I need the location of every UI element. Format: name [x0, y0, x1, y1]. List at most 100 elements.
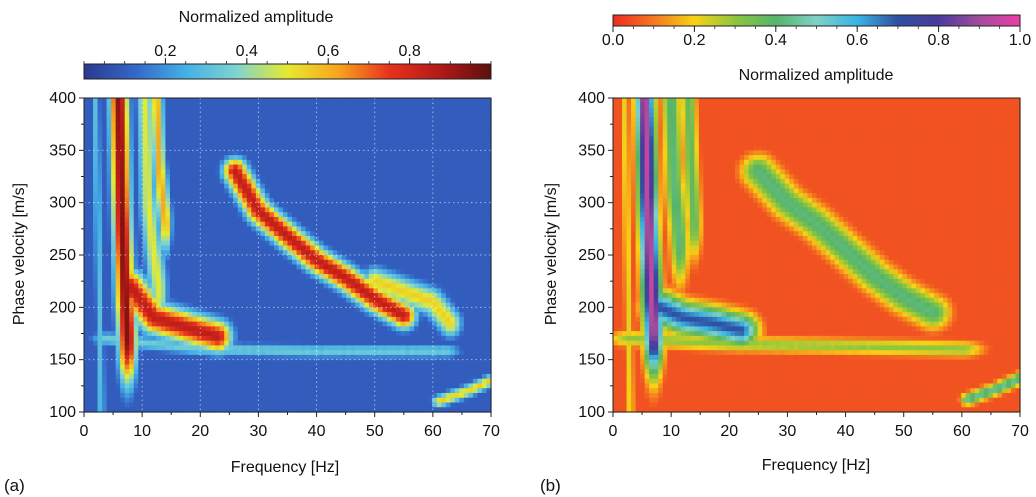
heatmap-cell — [165, 145, 171, 151]
heatmap-cell — [120, 373, 126, 380]
heatmap-cell — [350, 407, 356, 413]
heatmap-cell — [160, 331, 166, 337]
heatmap-cell — [219, 250, 225, 256]
heatmap-cell — [206, 140, 212, 147]
heatmap-cell — [391, 245, 397, 251]
heatmap-cell — [368, 259, 375, 266]
heatmap-cell — [355, 350, 361, 356]
heatmap-cell — [292, 188, 298, 194]
heatmap-cell — [251, 131, 257, 137]
heatmap-cell — [391, 121, 397, 128]
heatmap-cell — [160, 259, 166, 266]
heatmap-cell — [174, 188, 180, 194]
heatmap-cell — [129, 202, 135, 209]
heatmap-cell — [174, 378, 180, 385]
colorbar-segment — [221, 64, 225, 79]
heatmap-cell — [364, 121, 370, 128]
heatmap-cell — [359, 378, 365, 385]
heatmap-cell — [341, 269, 347, 275]
heatmap-cell — [192, 288, 198, 294]
heatmap-cell — [359, 212, 365, 218]
heatmap-cell — [400, 312, 406, 318]
heatmap-cell — [242, 283, 248, 289]
heatmap-cell — [192, 164, 198, 170]
heatmap-cell — [97, 112, 103, 118]
heatmap-cell — [386, 136, 393, 142]
heatmap-cell — [151, 216, 157, 223]
heatmap-cell — [264, 245, 271, 251]
heatmap-cell — [242, 302, 248, 308]
heatmap-cell — [106, 388, 112, 394]
heatmap-cell — [305, 354, 311, 361]
heatmap-cell — [120, 145, 126, 151]
heatmap-cell — [178, 140, 185, 147]
heatmap-cell — [183, 259, 189, 266]
heatmap-cell — [106, 212, 112, 218]
heatmap-cell — [368, 321, 375, 327]
heatmap-cell — [111, 98, 117, 104]
heatmap-cell — [382, 145, 388, 151]
heatmap-cell — [273, 302, 280, 308]
heatmap-cell — [310, 145, 316, 151]
heatmap-cell — [142, 312, 148, 318]
heatmap-cell — [138, 407, 144, 413]
heatmap-cell — [391, 150, 397, 156]
heatmap-cell — [278, 235, 284, 242]
heatmap-cell — [287, 240, 293, 247]
heatmap-cell — [337, 121, 343, 128]
heatmap-cell — [377, 264, 384, 270]
heatmap-cell — [228, 207, 234, 213]
heatmap-cell — [364, 302, 370, 308]
heatmap-cell — [350, 188, 356, 194]
heatmap-cell — [296, 183, 302, 189]
heatmap-cell — [237, 321, 243, 327]
heatmap-cell — [264, 397, 271, 404]
heatmap-cell — [305, 269, 311, 275]
heatmap-cell — [169, 178, 176, 185]
heatmap-cell — [102, 293, 108, 299]
heatmap-cell — [210, 155, 216, 161]
heatmap-cell — [405, 359, 411, 366]
heatmap-cell — [377, 354, 384, 361]
heatmap-cell — [386, 117, 393, 123]
heatmap-cell — [120, 402, 126, 408]
heatmap-cell — [332, 169, 338, 175]
heatmap-cell — [251, 216, 257, 223]
heatmap-cell — [165, 193, 171, 199]
heatmap-cell — [242, 383, 248, 389]
heatmap-cell — [142, 174, 148, 180]
heatmap-cell — [323, 107, 329, 113]
heatmap-cell — [400, 326, 406, 332]
heatmap-cell — [142, 340, 148, 346]
heatmap-cell — [138, 193, 144, 199]
heatmap-cell — [251, 264, 257, 270]
heatmap-cell — [138, 221, 144, 228]
heatmap-cell — [138, 397, 144, 404]
heatmap-cell — [310, 250, 316, 256]
heatmap-cell — [264, 150, 271, 156]
heatmap-cell — [255, 278, 261, 285]
heatmap-cell — [201, 112, 207, 118]
heatmap-cell — [124, 264, 130, 270]
colorbar-segment — [485, 64, 489, 79]
heatmap-cell — [178, 212, 185, 218]
heatmap-cell — [93, 207, 99, 213]
heatmap-cell — [273, 312, 280, 318]
heatmap-cell — [296, 373, 302, 380]
heatmap-cell — [305, 183, 311, 189]
heatmap-cell — [219, 221, 225, 228]
heatmap-cell — [133, 302, 139, 308]
heatmap-cell — [111, 335, 117, 342]
heatmap-cell — [341, 378, 347, 385]
colorbar-segment — [96, 64, 100, 79]
colorbar-segment — [442, 64, 446, 79]
heatmap-cell — [129, 117, 135, 123]
heatmap-cell — [350, 288, 356, 294]
heatmap-cell — [359, 231, 365, 237]
heatmap-cell — [269, 264, 275, 270]
heatmap-cell — [228, 255, 234, 261]
heatmap-cell — [169, 159, 176, 166]
heatmap-cell — [282, 264, 289, 270]
heatmap-cell — [102, 340, 108, 346]
heatmap-cell — [305, 307, 311, 313]
